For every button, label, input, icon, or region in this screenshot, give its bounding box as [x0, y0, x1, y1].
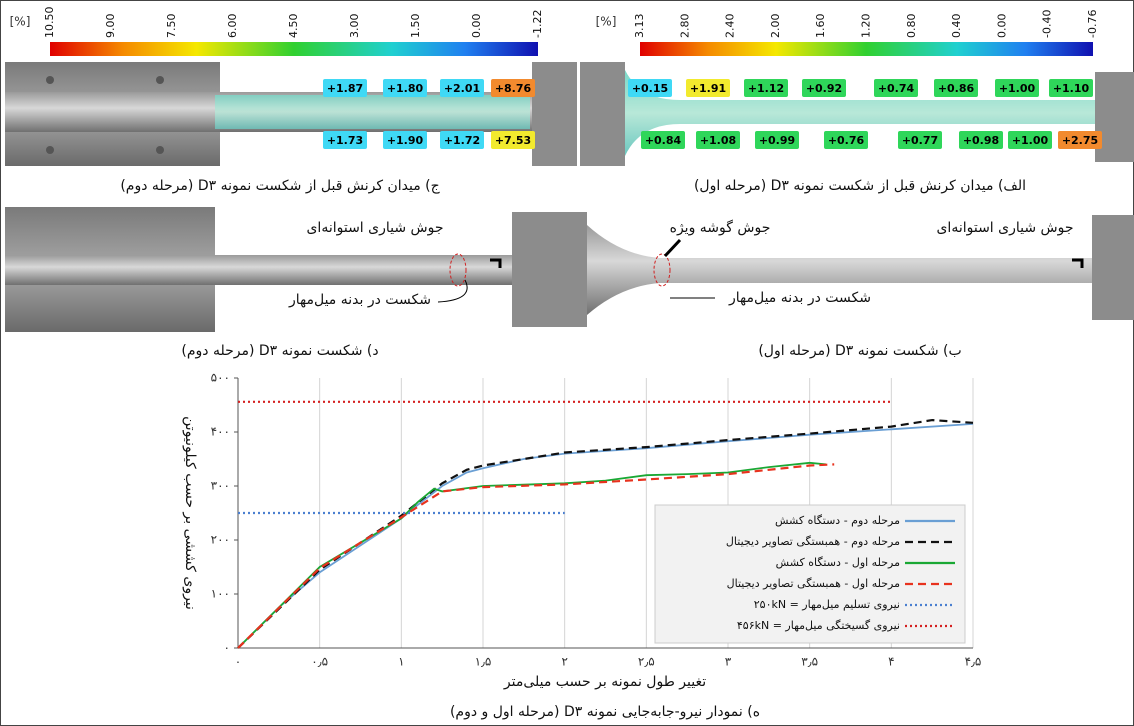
- y-tick-label: ۲۰۰: [211, 533, 230, 547]
- strain-label: +0.15: [632, 82, 668, 95]
- x-axis-label: تغییر طول نمونه بر حسب میلی‌متر: [503, 674, 706, 690]
- x-tick-label: ۳: [725, 655, 732, 669]
- legend-label: نیروی تسلیم میل‌مهار = ۲۵۰kN: [754, 598, 900, 611]
- scale-label: 0.00: [995, 14, 1008, 39]
- strain-label: +1.00: [999, 82, 1036, 95]
- x-tick-label: ۳٫۵: [801, 655, 818, 669]
- strain-label: +0.98: [963, 134, 999, 147]
- strain-label: +0.86: [938, 82, 975, 95]
- y-tick-label: ۳۰۰: [211, 479, 230, 493]
- x-tick-label: ۰٫۵: [311, 655, 328, 669]
- caption: ج) میدان کرنش قبل از شکست نمونه D۳ (مرحل…: [120, 178, 440, 194]
- x-tick-label: ۱٫۵: [475, 655, 492, 669]
- color-bar: [640, 42, 1093, 56]
- scale-label: 2.40: [724, 14, 737, 39]
- y-axis-label: نیروی کششی بر حسب کیلونیوتن: [182, 416, 198, 610]
- scale-label: 0.00: [470, 14, 483, 39]
- y-tick-label: ۰: [224, 641, 230, 655]
- legend-label: نیروی گسیختگی میل‌مهار = ۴۵۶kN: [737, 619, 900, 632]
- scale-label: 3.00: [348, 14, 361, 39]
- x-tick-label: ۲٫۵: [638, 655, 655, 669]
- scale-label: 6.00: [226, 14, 239, 39]
- color-bar: [50, 42, 538, 56]
- scale-label: 0.40: [950, 14, 963, 39]
- figure: ج) میدان کرنش قبل از شکست نمونه D۳ (مرحل…: [0, 0, 1134, 726]
- scale-label: 0.80: [905, 14, 918, 39]
- annotation: شکست در بدنه میل‌مهار: [288, 292, 431, 308]
- strain-label: +1.80: [387, 82, 424, 95]
- strain-label: +0.76: [828, 134, 865, 147]
- y-tick-label: ۴۰۰: [211, 425, 230, 439]
- scale-label: 1.20: [860, 14, 873, 39]
- x-tick-label: ۴: [888, 655, 894, 669]
- legend-label: مرحله دوم - همبستگی تصاویر دیجیتال: [726, 535, 900, 548]
- y-tick-label: ۱۰۰: [211, 587, 230, 601]
- y-tick-label: ۵۰۰: [211, 371, 230, 385]
- annotation: شکست در بدنه میل‌مهار: [728, 290, 871, 306]
- unit-label: [%]: [10, 15, 31, 29]
- strain-label: +0.92: [806, 82, 842, 95]
- scale-label: 2.80: [678, 14, 691, 39]
- annotation: جوش شیاری استوانه‌ای: [306, 220, 443, 236]
- strain-label: +1.87: [327, 82, 363, 95]
- x-tick-label: ۲: [561, 655, 567, 669]
- scale-label: 4.50: [287, 14, 300, 39]
- x-tick-label: ۰: [235, 655, 241, 669]
- caption: د) شکست نمونه D۳ (مرحله دوم): [181, 343, 378, 359]
- scale-label: 10.50: [43, 7, 56, 39]
- unit-label: [%]: [596, 15, 617, 29]
- strain-label: +1.10: [1053, 82, 1090, 95]
- strain-photo-stage2: [5, 62, 577, 166]
- scale-label: 7.50: [165, 14, 178, 39]
- x-tick-label: ۱: [398, 655, 404, 669]
- strain-label: +1.90: [387, 134, 424, 147]
- chart-caption: ه) نمودار نیرو-جابه‌جایی نمونه D۳ (مرحله…: [450, 704, 760, 720]
- strain-label: +2.01: [444, 82, 480, 95]
- strain-label: +1.91: [690, 82, 726, 95]
- strain-label: +8.76: [495, 82, 532, 95]
- scale-label: 3.13: [633, 14, 646, 39]
- scale-label: -1.22: [531, 10, 544, 38]
- scale-label: -0.40: [1041, 10, 1054, 38]
- x-tick-label: ۴٫۵: [965, 655, 982, 669]
- strain-photo-stage1: [580, 62, 1134, 166]
- strain-label: +1.08: [700, 134, 736, 147]
- caption: ب) شکست نمونه D۳ (مرحله اول): [758, 343, 961, 359]
- scale-label: -0.76: [1086, 10, 1099, 38]
- caption: الف) میدان کرنش قبل از شکست نمونه D۳ (مر…: [694, 178, 1026, 194]
- scale-label: 9.00: [104, 14, 117, 39]
- annotation: جوش شیاری استوانه‌ای: [936, 220, 1073, 236]
- strain-label: +0.74: [878, 82, 915, 95]
- strain-label: +0.84: [645, 134, 682, 147]
- strain-label: +7.53: [495, 134, 531, 147]
- fracture-photo-stage2: [5, 207, 574, 332]
- legend-label: مرحله دوم - دستگاه کشش: [775, 514, 900, 527]
- strain-label: +0.77: [902, 134, 938, 147]
- strain-label: +1.00: [1012, 134, 1049, 147]
- strain-label: +1.73: [327, 134, 363, 147]
- legend-label: مرحله اول - دستگاه کشش: [776, 556, 900, 569]
- scale-label: 2.00: [769, 14, 782, 39]
- strain-label: +1.12: [748, 82, 784, 95]
- scale-label: 1.60: [814, 14, 827, 39]
- scale-label: 1.50: [409, 14, 422, 39]
- strain-label: +1.72: [444, 134, 480, 147]
- legend-label: مرحله اول - همبستگی تصاویر دیجیتال: [727, 577, 901, 590]
- annotation: جوش گوشه ویژه: [670, 219, 771, 236]
- strain-label: +0.99: [759, 134, 795, 147]
- strain-label: +2.75: [1062, 134, 1098, 147]
